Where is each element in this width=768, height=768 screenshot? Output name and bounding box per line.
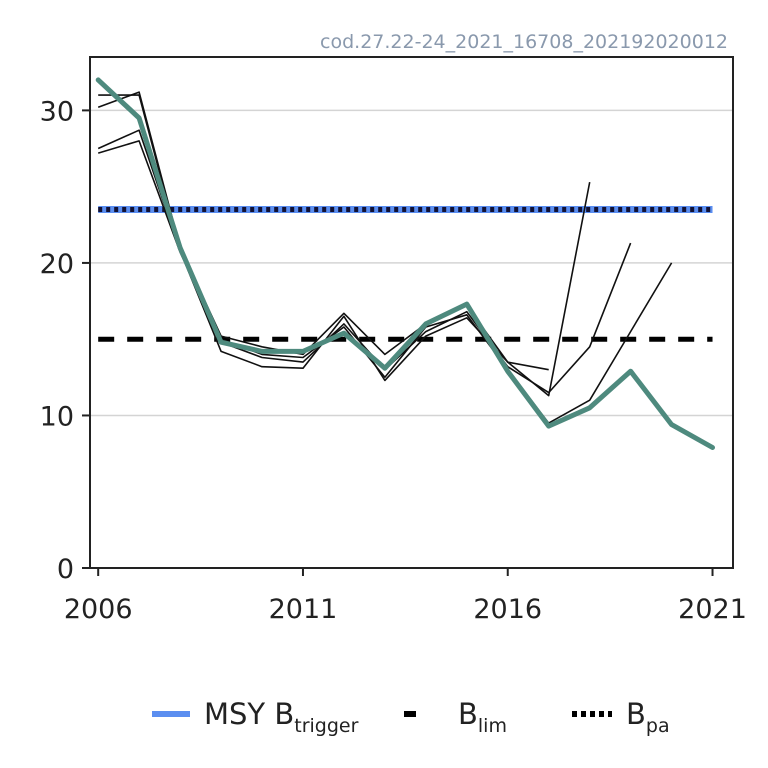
legend-label: Blim [458, 697, 507, 737]
x-tick-label: 2006 [64, 594, 133, 625]
legend-label: Bpa [626, 697, 670, 737]
axes: 0 10 20 30 2006 2011 2016 2021 [40, 96, 747, 625]
legend-blim: Blim [404, 697, 507, 737]
main-series [95, 77, 715, 450]
ssb-line [95, 77, 715, 450]
grid [90, 109, 733, 417]
reference-lines [98, 206, 713, 342]
source-label: cod.27.22-24_2021_16708_202192020012 [320, 31, 728, 53]
x-tick-label: 2016 [473, 594, 542, 625]
legend-label: MSY Btrigger [204, 697, 359, 737]
legend: MSY Btrigger Blim Bpa [152, 697, 670, 737]
x-tick-label: 2021 [678, 594, 747, 625]
legend-msy-btrigger: MSY Btrigger [152, 697, 359, 737]
y-tick-label: 10 [40, 401, 74, 432]
legend-bpa: Bpa [572, 697, 670, 737]
y-tick-label: 20 [40, 249, 74, 280]
plot-frame [89, 56, 734, 569]
y-tick-label: 0 [57, 554, 74, 585]
y-tick-label: 30 [40, 96, 74, 127]
x-tick-label: 2011 [269, 594, 338, 625]
retrospective-line [98, 94, 591, 397]
